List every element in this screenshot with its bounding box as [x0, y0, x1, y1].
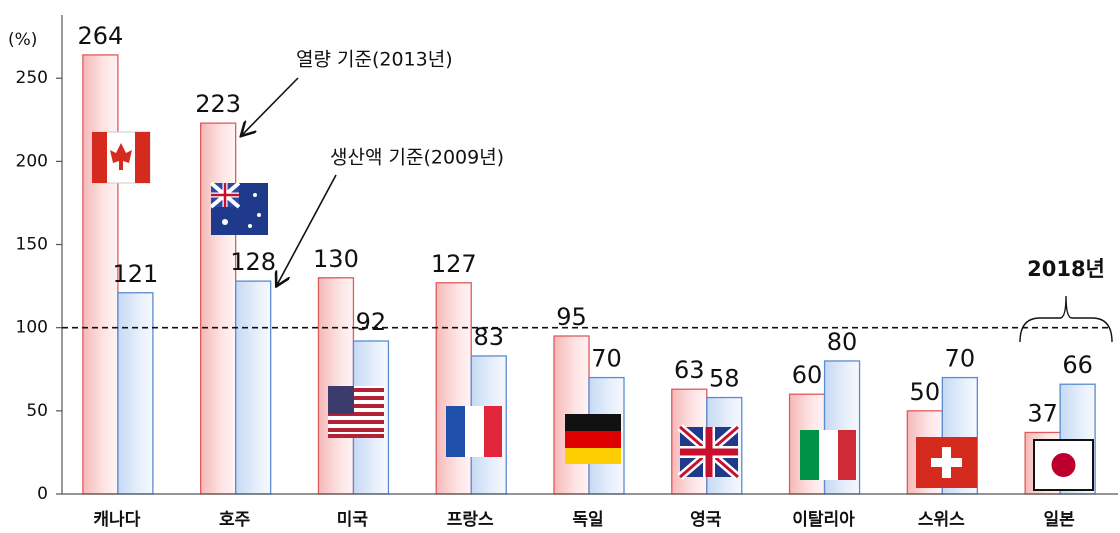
bar	[435, 282, 472, 495]
x-tick-label: 프랑스	[447, 510, 494, 530]
bar	[317, 277, 355, 495]
value-label: 95	[556, 303, 587, 331]
value-label: 63	[674, 356, 705, 384]
x-tick-label: 스위스	[918, 510, 965, 530]
flag-switzerland	[916, 437, 977, 488]
value-label: 50	[910, 378, 941, 406]
flag-germany	[565, 414, 621, 464]
value-label: 223	[195, 90, 241, 118]
flag-australia	[209, 181, 268, 235]
flag-usa	[328, 386, 384, 438]
annotation: 열량 기준(2013년)	[296, 49, 453, 71]
y-tick-label: 150	[16, 235, 48, 255]
value-label: 83	[473, 323, 504, 351]
x-tick-label: 일본	[1043, 510, 1075, 530]
y-tick-label: 200	[16, 151, 48, 171]
flag-japan	[1033, 439, 1094, 491]
x-tick-label: 영국	[690, 510, 722, 530]
brace	[1019, 295, 1113, 343]
value-label: 130	[313, 245, 359, 273]
bar	[82, 54, 119, 495]
bar	[200, 122, 237, 495]
arrow	[277, 174, 337, 285]
value-label: 58	[709, 365, 740, 393]
flag-canada	[91, 131, 151, 184]
value-label: 92	[356, 308, 387, 336]
y-axis-label: (%)	[8, 30, 37, 50]
x-tick-label: 미국	[337, 510, 369, 530]
flag-france	[446, 406, 502, 457]
bar	[235, 280, 272, 495]
value-label: 80	[827, 328, 858, 356]
value-label: 70	[591, 345, 622, 373]
flag-italy	[800, 430, 856, 480]
annotation: 2018년	[1027, 257, 1105, 281]
x-tick-label: 호주	[219, 510, 251, 530]
value-label: 127	[431, 250, 477, 278]
bar	[117, 292, 154, 495]
y-tick-label: 100	[16, 318, 48, 338]
y-tick-label: 50	[26, 401, 48, 421]
y-tick-label: 250	[16, 68, 48, 88]
annotation: 생산액 기준(2009년)	[330, 147, 504, 169]
value-label: 128	[230, 248, 276, 276]
flag-uk	[677, 423, 741, 481]
value-label: 121	[112, 260, 158, 288]
value-label: 66	[1062, 351, 1093, 379]
y-tick-label: 0	[37, 484, 48, 504]
value-label: 264	[77, 22, 123, 50]
x-tick-label: 캐나다	[93, 510, 140, 530]
value-label: 70	[945, 345, 976, 373]
value-label: 60	[792, 361, 823, 389]
value-label: 37	[1027, 399, 1058, 427]
x-tick-label: 독일	[572, 510, 603, 530]
arrow	[242, 77, 299, 135]
x-tick-label: 이탈리아	[792, 509, 855, 530]
flags	[91, 131, 1094, 491]
